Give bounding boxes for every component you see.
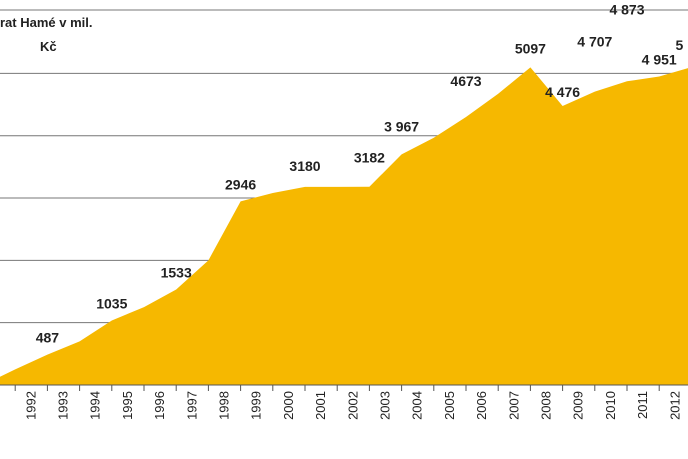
- data-label: 4 873: [609, 1, 644, 17]
- data-label: 2946: [225, 176, 256, 192]
- data-label: 4 707: [577, 34, 612, 50]
- x-tick-label: 2008: [539, 391, 554, 420]
- x-tick-label: 2002: [345, 391, 360, 420]
- x-tick-label: 2004: [410, 391, 425, 420]
- data-label: 1533: [161, 264, 192, 280]
- data-label: 487: [36, 330, 60, 346]
- x-tick-label: 2006: [474, 391, 489, 420]
- x-tick-label: 2007: [506, 391, 521, 420]
- x-tick-label: 1997: [184, 391, 199, 420]
- data-label: 3182: [354, 150, 385, 166]
- x-tick-label: 1992: [23, 391, 38, 420]
- x-tick-label: 2003: [378, 391, 393, 420]
- x-tick-label: 2011: [635, 391, 650, 419]
- x-tick-label: 2012: [667, 391, 682, 420]
- data-label: 3 967: [384, 118, 419, 134]
- data-label: 4 951: [642, 51, 677, 67]
- chart-title-unit: Kč: [40, 39, 57, 54]
- area-fill: [0, 67, 688, 385]
- data-label: 4673: [450, 73, 481, 89]
- x-axis-ticks: 1992 1993 1994 1995 1996 1997 1998 1999 2000 2001…: [14, 385, 682, 420]
- x-tick-label: 1999: [249, 391, 264, 420]
- x-tick-label: 1993: [56, 391, 71, 420]
- x-tick-label: 2010: [603, 391, 618, 420]
- chart-title: rat Hamé v mil.: [0, 15, 93, 30]
- area-series: [0, 67, 688, 385]
- x-tick-label: 1995: [120, 391, 135, 420]
- x-tick-label: 2001: [313, 391, 328, 420]
- x-tick-label: 2000: [281, 391, 296, 420]
- x-tick-label: 2009: [571, 391, 586, 420]
- data-label: 5097: [515, 40, 546, 56]
- x-tick-label: 2005: [442, 391, 457, 420]
- data-label: 4 476: [545, 84, 580, 100]
- data-labels: 487 1035 1533 2946 3180 3182 3 967 4673 5097 4 47…: [36, 1, 684, 345]
- data-label: 3180: [289, 158, 320, 174]
- data-label: 1035: [96, 295, 127, 311]
- data-label: 5: [676, 37, 684, 53]
- x-tick-label: 1998: [217, 391, 232, 420]
- x-tick-label: 1996: [152, 391, 167, 420]
- x-tick-label: 1994: [88, 391, 103, 420]
